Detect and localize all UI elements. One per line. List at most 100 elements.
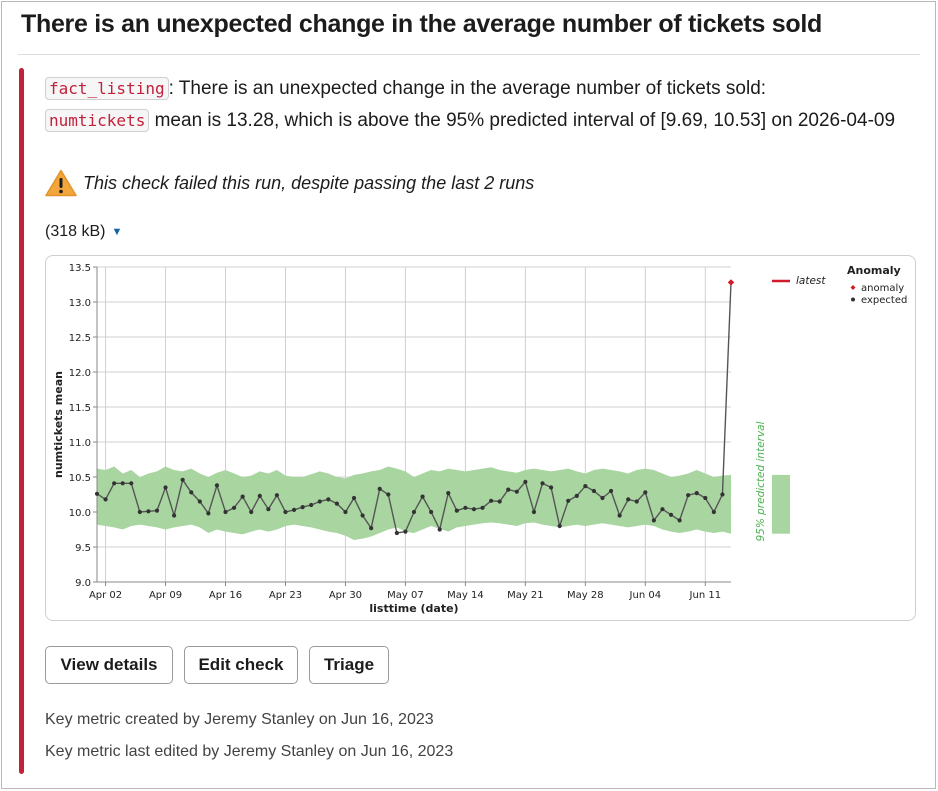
data-point bbox=[437, 527, 442, 532]
data-point bbox=[103, 497, 108, 502]
triage-button[interactable]: Triage bbox=[309, 646, 389, 684]
data-point bbox=[300, 505, 305, 510]
data-point bbox=[180, 477, 185, 482]
data-point bbox=[566, 498, 571, 503]
y-tick-label-4: 11.5 bbox=[69, 403, 91, 414]
x-tick-label-7: May 21 bbox=[507, 590, 544, 601]
y-tick-label-5: 11.0 bbox=[69, 438, 91, 449]
data-point bbox=[377, 486, 382, 491]
status-text: This check failed this run, despite pass… bbox=[83, 172, 535, 193]
data-point bbox=[548, 485, 554, 490]
legend-latest-label: latest bbox=[796, 275, 826, 287]
data-point bbox=[600, 495, 605, 501]
data-point bbox=[154, 508, 160, 513]
x-tick-label-0: Apr 02 bbox=[89, 590, 122, 601]
data-point bbox=[257, 493, 262, 498]
action-buttons: View details Edit check Triage bbox=[45, 646, 389, 684]
data-point bbox=[240, 494, 245, 499]
data-point bbox=[214, 483, 220, 488]
data-point bbox=[360, 513, 365, 518]
x-axis-title: listtime (date) bbox=[369, 602, 458, 615]
data-point bbox=[651, 518, 656, 523]
data-point bbox=[172, 513, 177, 518]
data-point bbox=[411, 509, 417, 515]
y-tick-label-2: 12.5 bbox=[69, 333, 91, 344]
attachment-size-toggle[interactable]: (318 kB) ▼ bbox=[45, 223, 122, 241]
x-tick-label-3: Apr 23 bbox=[269, 590, 302, 601]
message-text-1: : There is an unexpected change in the a… bbox=[168, 78, 767, 99]
data-point bbox=[146, 509, 151, 514]
latest-interval-bar bbox=[772, 474, 790, 534]
data-point bbox=[129, 481, 134, 486]
data-point bbox=[703, 495, 708, 501]
data-point bbox=[274, 493, 280, 498]
data-point bbox=[643, 490, 648, 495]
data-point bbox=[608, 488, 614, 494]
data-point bbox=[120, 481, 125, 486]
data-point bbox=[429, 509, 434, 515]
data-point bbox=[480, 505, 485, 510]
data-point bbox=[112, 481, 117, 486]
data-point bbox=[351, 495, 357, 501]
interval-label: 95% predicted interval bbox=[755, 421, 767, 541]
anomaly-chart: 13.513.012.512.011.511.010.510.09.59.0Ap… bbox=[52, 263, 907, 615]
x-tick-label-2: Apr 16 bbox=[209, 590, 242, 601]
data-point bbox=[591, 488, 597, 494]
data-point bbox=[386, 492, 391, 497]
data-point bbox=[694, 491, 699, 496]
edit-check-button[interactable]: Edit check bbox=[184, 646, 298, 684]
y-tick-label-6: 10.5 bbox=[69, 473, 91, 484]
data-point bbox=[523, 479, 528, 484]
attachment-accent-bar bbox=[19, 68, 24, 774]
data-point bbox=[540, 481, 545, 486]
data-point bbox=[677, 518, 682, 523]
y-tick-label-7: 10.0 bbox=[69, 508, 91, 519]
data-point bbox=[660, 507, 665, 512]
data-point bbox=[326, 497, 331, 502]
alert-message: fact_listing: There is an unexpected cha… bbox=[45, 73, 915, 137]
legend-expected-marker bbox=[851, 297, 855, 302]
data-point bbox=[420, 494, 425, 499]
data-point bbox=[197, 499, 202, 504]
chart-card[interactable]: 13.5 13.0 12.5 12.0 11.5 11.0 10.5 10.0 9.5 9.0 Ap… bbox=[45, 255, 916, 621]
data-point bbox=[463, 505, 468, 510]
data-point bbox=[163, 485, 168, 490]
data-point bbox=[454, 508, 459, 513]
y-tick-label-1: 13.0 bbox=[69, 298, 91, 309]
attachment-size: (318 kB) bbox=[45, 223, 106, 240]
edited-by-text: Key metric last edited by Jeremy Stanley… bbox=[45, 743, 454, 760]
data-point bbox=[283, 509, 288, 515]
legend-anomaly-marker bbox=[850, 285, 856, 290]
interval-band bbox=[97, 466, 731, 540]
x-tick-label-10: Jun 11 bbox=[689, 590, 722, 601]
column-code: numtickets bbox=[45, 109, 150, 132]
data-point bbox=[626, 497, 631, 502]
data-point bbox=[334, 501, 339, 506]
data-point bbox=[369, 526, 374, 531]
alert-title: There is an unexpected change in the ave… bbox=[21, 10, 822, 38]
table-code: fact_listing bbox=[45, 77, 169, 100]
y-tick-label-8: 9.5 bbox=[75, 543, 91, 554]
y-tick-label-0: 13.5 bbox=[69, 263, 91, 274]
warning-icon bbox=[45, 169, 77, 197]
data-point bbox=[557, 523, 562, 529]
data-point bbox=[583, 484, 588, 489]
data-point bbox=[634, 499, 639, 504]
created-by-text: Key metric created by Jeremy Stanley on … bbox=[45, 711, 434, 728]
x-tick-label-4: Apr 30 bbox=[329, 590, 362, 601]
data-point bbox=[403, 529, 408, 534]
data-point bbox=[317, 499, 322, 504]
message-text-2: mean is 13.28, which is above the 95% pr… bbox=[149, 110, 896, 131]
y-tick-label-3: 12.0 bbox=[69, 368, 91, 379]
data-point bbox=[531, 509, 537, 515]
data-point bbox=[309, 502, 314, 508]
data-point bbox=[686, 493, 691, 498]
data-point bbox=[94, 491, 100, 496]
x-tick-label-5: May 07 bbox=[387, 590, 424, 601]
data-point bbox=[249, 509, 254, 515]
view-details-button[interactable]: View details bbox=[45, 646, 173, 684]
y-axis-title: numtickets mean bbox=[52, 371, 65, 478]
data-point bbox=[231, 505, 237, 510]
legend-anomaly-label: anomaly bbox=[861, 283, 904, 294]
